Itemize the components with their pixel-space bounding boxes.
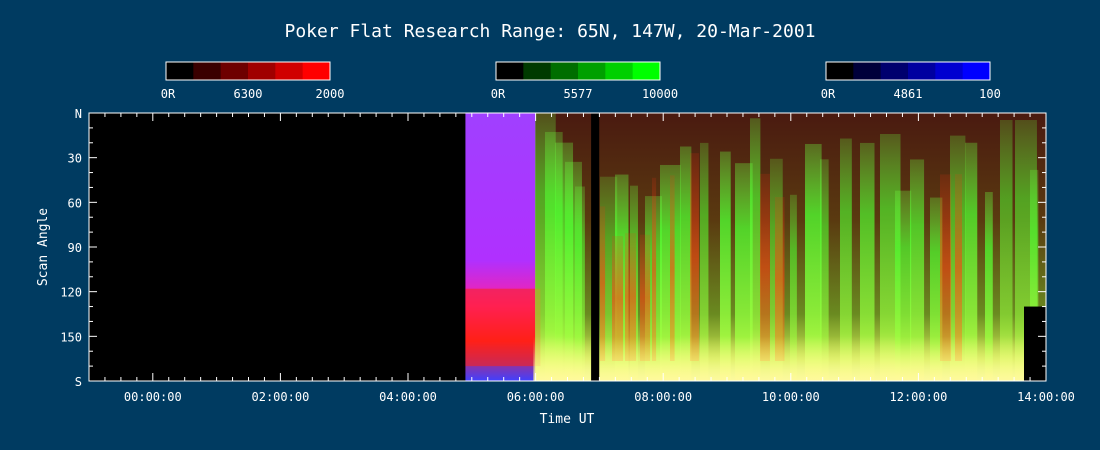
aurora-green-streak (700, 142, 709, 381)
colorbar-swatch (632, 62, 661, 80)
x-tick-label: 08:00:00 (634, 390, 692, 404)
colorbar-frame (495, 61, 661, 81)
colorbar-min-label: 0R (821, 87, 836, 101)
y-axis-label: Scan Angle (36, 208, 51, 286)
colorbar-swatch (248, 62, 276, 80)
colorbar-min-label: 0R (491, 87, 506, 101)
colorbar-swatch (496, 62, 524, 80)
x-tick-label: 14:00:00 (1017, 390, 1075, 404)
aurora-red-patch (465, 288, 541, 367)
aurora-green-streak (735, 163, 753, 381)
colorbar-frame (165, 61, 331, 81)
colorbar-frame (825, 61, 991, 81)
colorbar-swatch (935, 62, 964, 80)
x-tick-label: 02:00:00 (252, 390, 310, 404)
colorbar-swatch (220, 62, 249, 80)
aurora-green-streak (1000, 119, 1013, 381)
colorbar-3: 0R 4861 100 (821, 61, 1001, 101)
colorbar-max-label: 2000 (316, 87, 345, 101)
aurora-green-streak (1030, 169, 1039, 381)
y-tick-label: 150 (60, 330, 82, 344)
aurora-green-streak (895, 190, 912, 381)
colorbar-swatch (853, 62, 882, 80)
x-axis: 00:00:00 02:00:00 04:00:00 06:00:00 08:00:00… (88, 113, 1075, 404)
colorbar-mid-label: 5577 (564, 87, 593, 101)
aurora-green-streak (750, 118, 761, 381)
x-tick-label: 10:00:00 (762, 390, 820, 404)
aurora-green-streak (575, 186, 585, 381)
colorbar-swatch (578, 62, 606, 80)
colorbar-max-label: 10000 (642, 87, 678, 101)
aurora-red-streak (625, 233, 637, 361)
colorbar-mid-label: 4861 (894, 87, 923, 101)
x-tick-label: 06:00:00 (507, 390, 565, 404)
colorbar-swatch (275, 62, 304, 80)
aurora-red-streak (775, 197, 785, 361)
colorbars: 0R 6300 2000 0R 5577 10000 0R 4861 100 (161, 61, 1001, 101)
x-tick-label: 04:00:00 (379, 390, 437, 404)
aurora-bottom-glow (533, 336, 1046, 381)
colorbar-mid-label: 6300 (234, 87, 263, 101)
colorbar-swatch (826, 62, 854, 80)
x-tick-label: 00:00:00 (124, 390, 182, 404)
colorbar-max-label: 100 (979, 87, 1001, 101)
aurora-red-streak (670, 175, 675, 361)
aurora-green-streak (820, 159, 829, 381)
colorbar-swatch (166, 62, 194, 80)
aurora-green-streak (790, 194, 797, 381)
x-axis-label: Time UT (540, 412, 595, 427)
y-tick-label: 60 (68, 196, 82, 210)
colorbar-swatch (908, 62, 936, 80)
aurora-red-streak (612, 235, 624, 361)
y-tick-label: N (75, 107, 82, 121)
y-axis: N 30 60 90 120 150 S (60, 107, 1046, 389)
aurora-red-streak (940, 174, 952, 361)
aurora-green-streak (860, 142, 875, 381)
aurora-green-streak (930, 197, 943, 381)
aurora-green-streak (985, 191, 993, 381)
aurora-green-streak (840, 138, 852, 381)
colorbar-swatch (193, 62, 222, 80)
aurora-green-streak (720, 151, 731, 381)
y-tick-label: 120 (60, 286, 82, 300)
y-tick-label: 90 (68, 241, 82, 255)
aurora-green-streak (680, 146, 692, 381)
plot-area (88, 112, 1047, 382)
aurora-green-streak (965, 142, 978, 381)
chart-title: Poker Flat Research Range: 65N, 147W, 20… (284, 21, 815, 42)
colorbar-swatch (880, 62, 909, 80)
aurora-red-streak (652, 177, 657, 361)
colorbar-min-label: 0R (161, 87, 176, 101)
aurora-green-streak (805, 143, 822, 381)
aurora-red-streak (690, 153, 699, 361)
y-tick-label: 30 (68, 152, 82, 166)
colorbar-swatch (962, 62, 991, 80)
y-tick-label: S (75, 375, 82, 389)
aurora-green-streak (910, 159, 925, 381)
aurora-image (465, 113, 1046, 381)
colorbar-2: 0R 5577 10000 (491, 61, 678, 101)
aurora-red-streak (640, 234, 651, 361)
aurora-red-streak (600, 206, 606, 361)
aurora-end-gap (1024, 306, 1046, 381)
aurora-red-streak (955, 174, 962, 361)
colorbar-swatch (550, 62, 579, 80)
colorbar-1: 0R 6300 2000 (161, 61, 345, 101)
aurora-red-streak (760, 173, 770, 361)
aurora-data-gap (591, 113, 600, 381)
colorbar-swatch (523, 62, 552, 80)
colorbar-swatch (302, 62, 331, 80)
colorbar-swatch (605, 62, 634, 80)
x-tick-label: 12:00:00 (890, 390, 948, 404)
